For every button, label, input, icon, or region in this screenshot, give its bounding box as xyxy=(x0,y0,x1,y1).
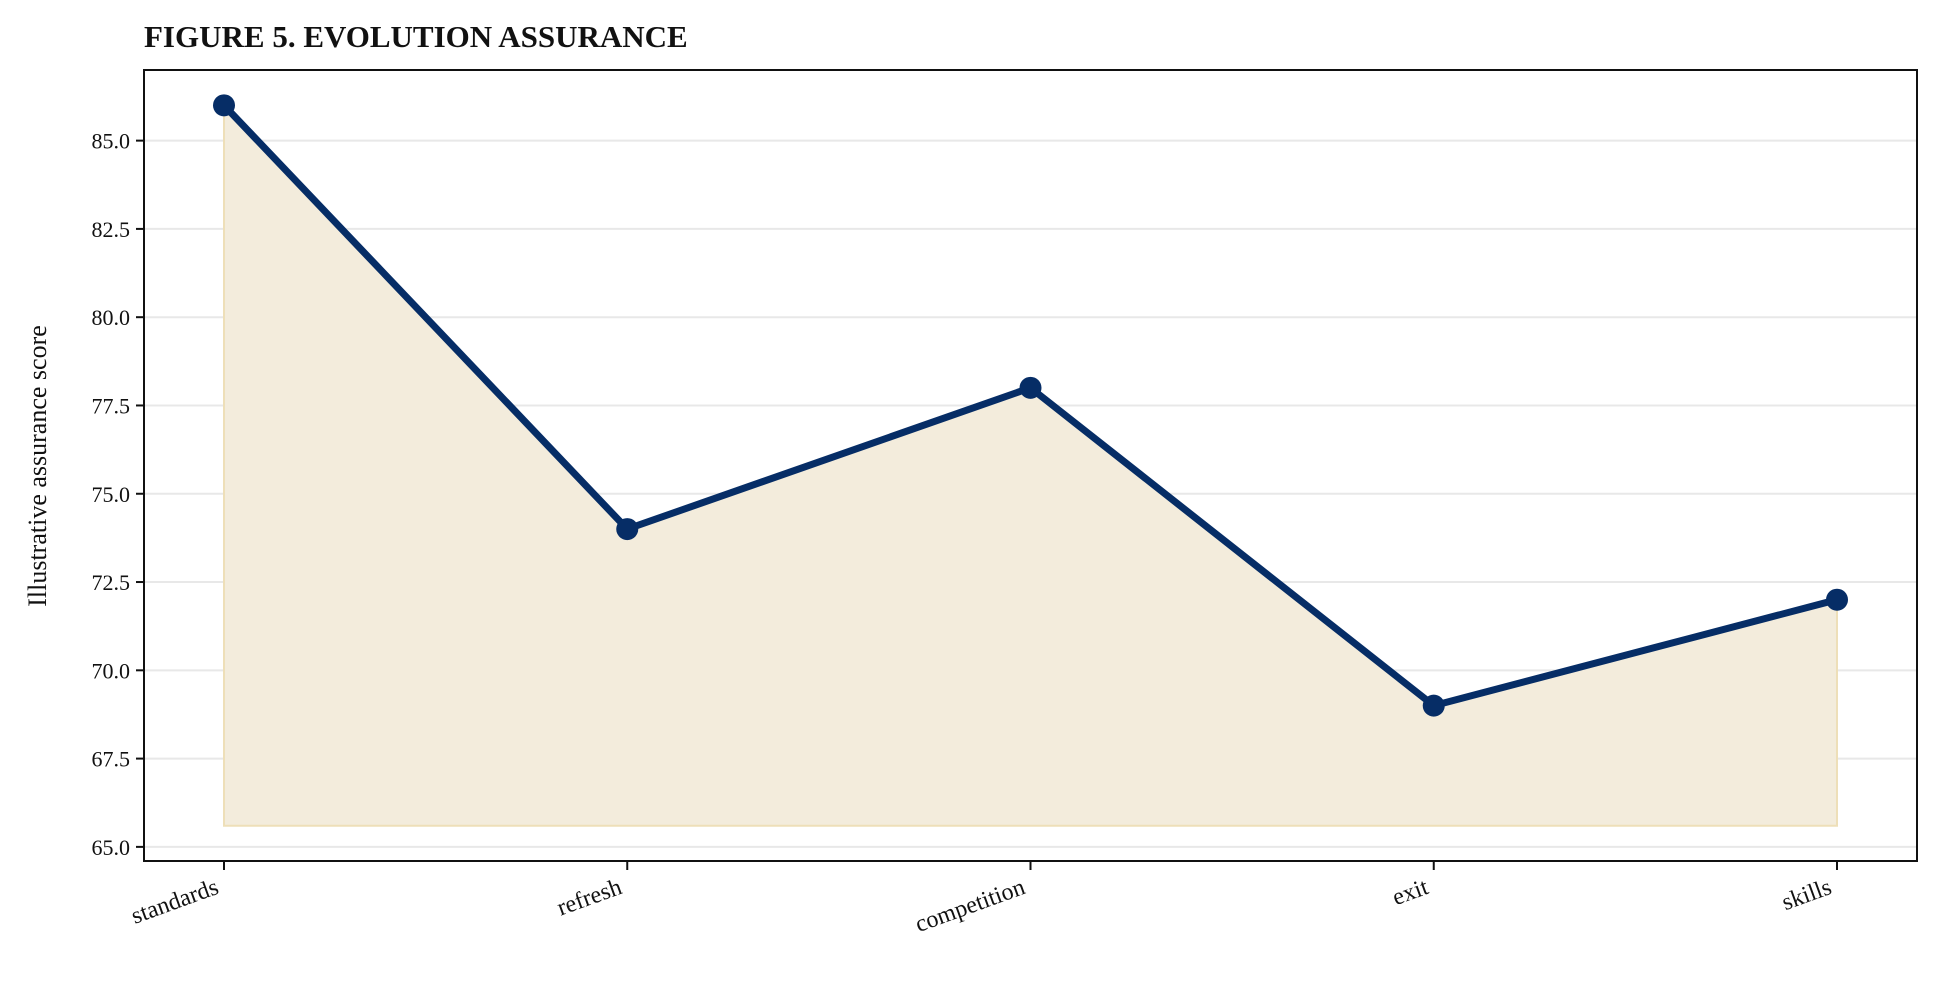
data-point-competition xyxy=(1019,376,1042,399)
y-tick-label: 72.5 xyxy=(92,570,131,595)
data-point-skills xyxy=(1826,588,1848,611)
y-tick-label: 67.5 xyxy=(92,747,131,772)
data-point-standards xyxy=(213,94,235,117)
x-tick-label: competition xyxy=(912,874,1029,938)
x-tick-label: standards xyxy=(128,874,222,929)
x-tick-label: skills xyxy=(1779,874,1836,916)
y-tick-label: 80.0 xyxy=(92,305,131,330)
data-point-exit xyxy=(1422,694,1445,717)
y-tick-label: 82.5 xyxy=(92,217,131,242)
x-axis-ticks: standards refresh competition exit skills xyxy=(128,861,1838,938)
data-points xyxy=(213,94,1848,717)
y-tick-label: 65.0 xyxy=(92,835,131,860)
area-fill xyxy=(223,102,1838,827)
chart-title: FIGURE 5. EVOLUTION ASSURANCE xyxy=(144,19,688,54)
y-tick-label: 85.0 xyxy=(92,129,131,154)
area-fill-layer xyxy=(223,102,1838,827)
x-tick-label: refresh xyxy=(554,874,625,921)
data-point-refresh xyxy=(616,518,639,541)
y-axis-label: Illustrative assurance score xyxy=(23,325,52,607)
y-tick-label: 77.5 xyxy=(92,393,131,418)
y-tick-label: 75.0 xyxy=(92,482,131,507)
y-axis-ticks: 65.0 67.5 70.0 72.5 75.0 77.5 80.0 82.5 85.0 xyxy=(92,129,144,860)
y-tick-label: 70.0 xyxy=(92,658,131,683)
x-tick-label: exit xyxy=(1389,874,1432,911)
